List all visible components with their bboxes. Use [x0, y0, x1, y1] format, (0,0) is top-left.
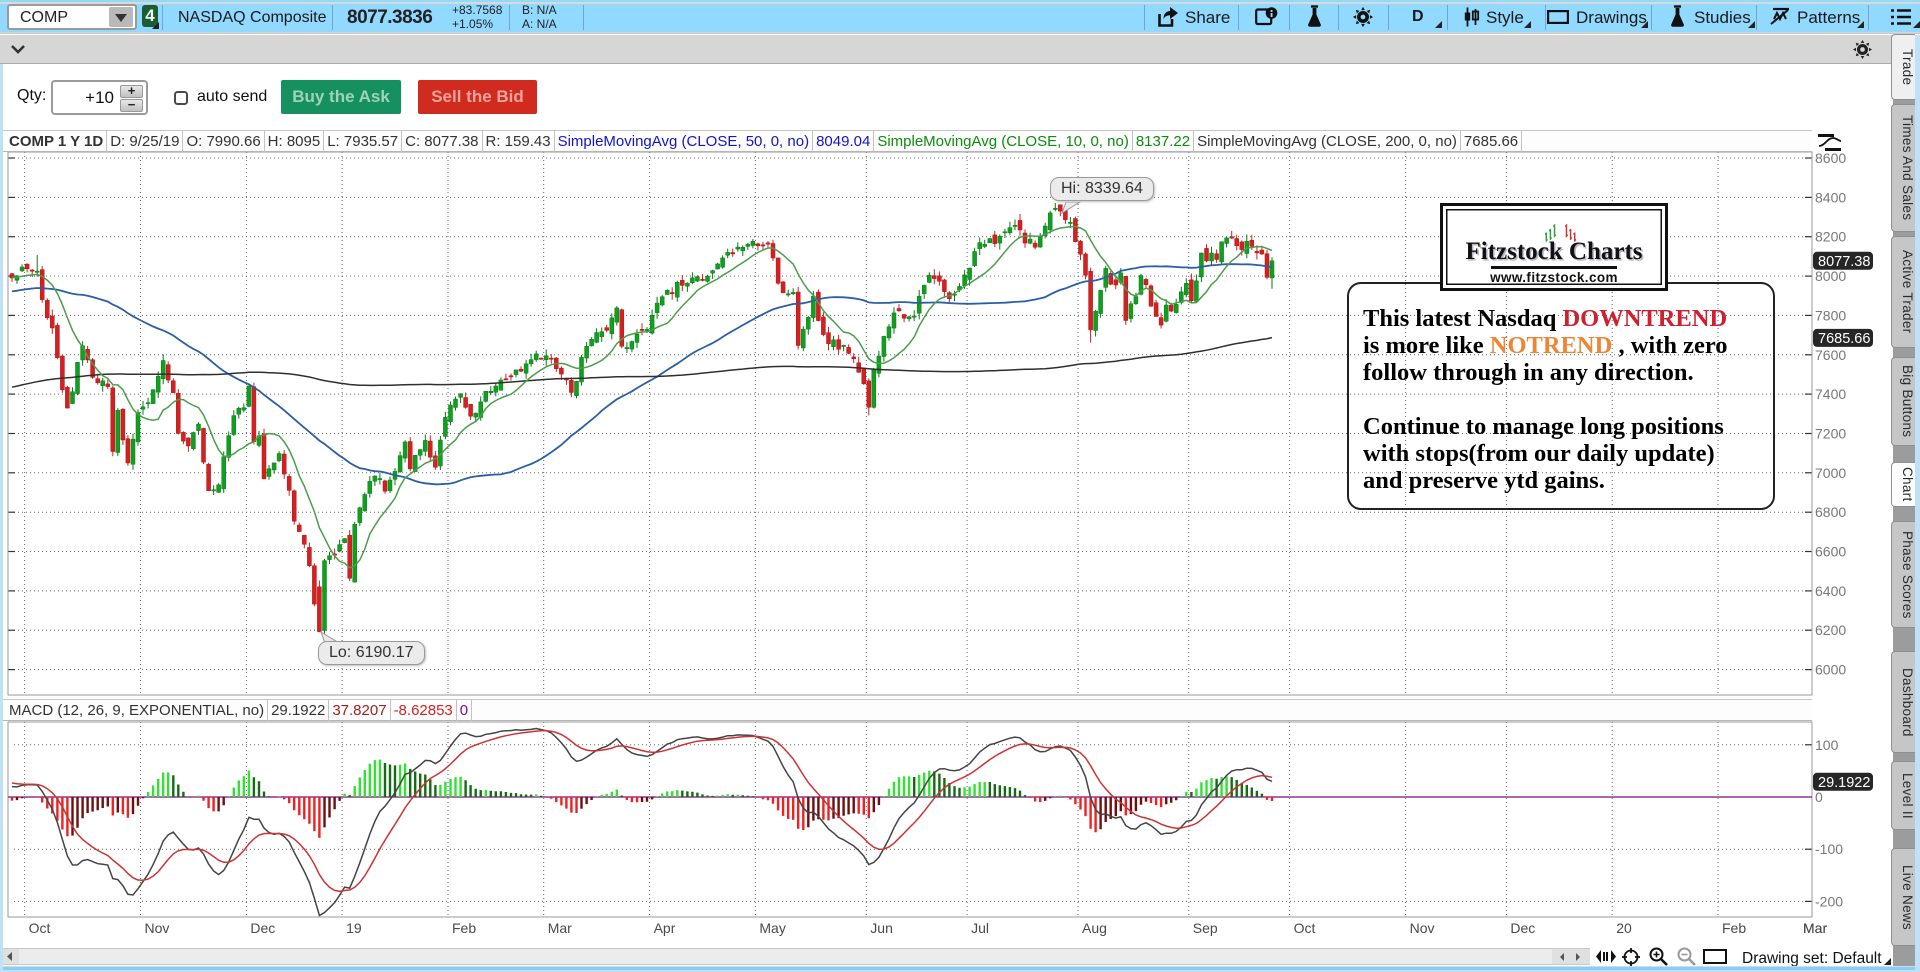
svg-text:Feb: Feb [452, 920, 476, 936]
svg-text:Aug: Aug [1082, 920, 1107, 936]
svg-text:Mar: Mar [1803, 920, 1827, 936]
svg-text:8400: 8400 [1815, 189, 1846, 205]
svg-text:Oct: Oct [1294, 920, 1316, 936]
svg-text:7400: 7400 [1815, 386, 1846, 402]
svg-text:-200: -200 [1815, 893, 1843, 909]
svg-text:May: May [759, 920, 785, 936]
svg-text:7685.66: 7685.66 [1818, 331, 1870, 347]
svg-text:Oct: Oct [29, 920, 51, 936]
svg-text:Nov: Nov [145, 920, 170, 936]
svg-text:6000: 6000 [1815, 662, 1846, 678]
svg-text:Jun: Jun [870, 920, 893, 936]
svg-text:20: 20 [1616, 920, 1632, 936]
svg-text:6400: 6400 [1815, 583, 1846, 599]
svg-text:Dec: Dec [250, 920, 275, 936]
svg-text:7200: 7200 [1815, 426, 1846, 442]
svg-text:6200: 6200 [1815, 622, 1846, 638]
svg-text:19: 19 [346, 920, 362, 936]
svg-text:100: 100 [1815, 737, 1839, 753]
svg-text:7000: 7000 [1815, 465, 1846, 481]
svg-text:Nov: Nov [1410, 920, 1435, 936]
svg-text:-100: -100 [1815, 841, 1843, 857]
svg-text:Mar: Mar [1803, 920, 1827, 936]
svg-text:7600: 7600 [1815, 347, 1846, 363]
svg-text:6600: 6600 [1815, 544, 1846, 560]
svg-text:Feb: Feb [1722, 920, 1746, 936]
svg-text:Sep: Sep [1193, 920, 1218, 936]
svg-text:Dec: Dec [1510, 920, 1535, 936]
svg-text:8600: 8600 [1815, 150, 1846, 166]
svg-text:8000: 8000 [1815, 268, 1846, 284]
svg-text:8077.38: 8077.38 [1818, 254, 1870, 270]
svg-text:7800: 7800 [1815, 307, 1846, 323]
svg-text:6800: 6800 [1815, 504, 1846, 520]
svg-text:Apr: Apr [654, 920, 676, 936]
svg-text:Mar: Mar [548, 920, 572, 936]
svg-text:Jul: Jul [971, 920, 989, 936]
svg-text:8200: 8200 [1815, 229, 1846, 245]
svg-text:0: 0 [1815, 789, 1823, 805]
svg-text:29.1922: 29.1922 [1818, 775, 1870, 791]
